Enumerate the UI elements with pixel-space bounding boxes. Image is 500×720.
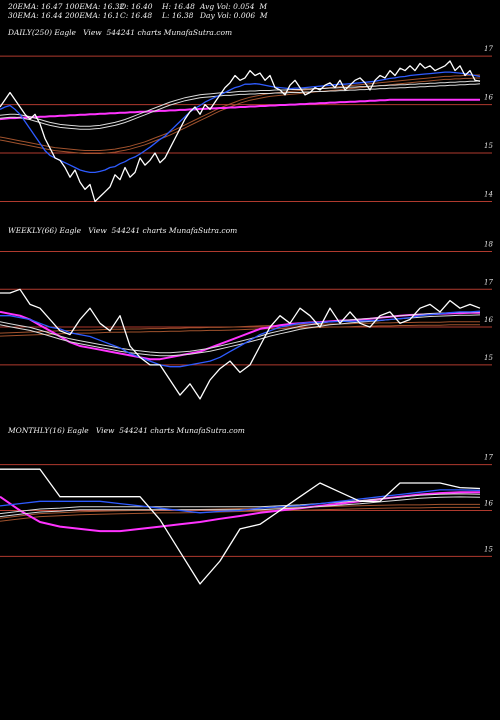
ema20-line — [0, 71, 481, 174]
price-line — [0, 60, 481, 203]
y-tick-label: 17 — [484, 278, 493, 286]
ema20-line — [0, 310, 481, 368]
y-tick-label: 14 — [484, 190, 493, 198]
ema20-stat: 20EMA: 16.47 — [8, 2, 63, 11]
monthly-chart: 17 16 15 — [0, 454, 493, 585]
y-tick-label: 15 — [484, 354, 493, 362]
y-tick-label: 15 — [484, 142, 493, 150]
ema30-stat: 30EMA: 16.44 — [8, 11, 63, 20]
weekly-chart-title: WEEKLY(66) Eagle View 544241 charts Muna… — [8, 226, 238, 235]
ema30-line — [0, 314, 481, 357]
ema100-line — [0, 503, 480, 519]
y-tick-label: 16 — [484, 316, 493, 324]
monthly-chart-title: MONTHLY(16) Eagle View 544241 charts Mun… — [8, 426, 245, 435]
ema200-line — [0, 310, 480, 361]
ema30-line — [0, 80, 481, 127]
ema100-line — [0, 77, 480, 154]
y-tick-label: 15 — [484, 545, 493, 553]
ema200-line — [0, 98, 480, 121]
ema30-line — [0, 496, 481, 518]
y-tick-label: 17 — [484, 454, 493, 462]
daily-chart: 17 16 15 14 — [0, 45, 493, 203]
day-vol-stat: Day Vol: 0.006 M — [200, 11, 268, 20]
ema100-line — [0, 74, 480, 151]
open-stat: O: 16.40 — [120, 2, 153, 11]
ema30-line — [0, 311, 481, 354]
y-tick-label: 16 — [484, 94, 493, 102]
ema100-line — [0, 324, 480, 337]
y-tick-label: 16 — [484, 500, 493, 508]
daily-chart-title: DAILY(250) Eagle View 544241 charts Muna… — [8, 28, 233, 37]
high-stat: H: 16.48 — [162, 2, 195, 11]
low-stat: L: 16.38 — [162, 11, 194, 20]
ema100-line — [0, 506, 480, 522]
avg-vol-stat: Avg Vol: 0.054 M — [200, 2, 268, 11]
price-line — [0, 288, 481, 400]
close-stat: C: 16.48 — [120, 11, 153, 20]
ema200-stat: 200EMA: 16.1 — [65, 11, 120, 20]
y-tick-label: 18 — [484, 240, 493, 248]
ema30-line — [0, 83, 481, 130]
ema100-stat: 100EMA: 16.32 — [65, 2, 125, 11]
price-line — [0, 468, 481, 585]
y-tick-label: 17 — [484, 45, 493, 53]
ema20-line — [0, 489, 481, 514]
weekly-chart: 18 17 16 15 — [0, 240, 493, 400]
ema30-line — [0, 493, 481, 515]
